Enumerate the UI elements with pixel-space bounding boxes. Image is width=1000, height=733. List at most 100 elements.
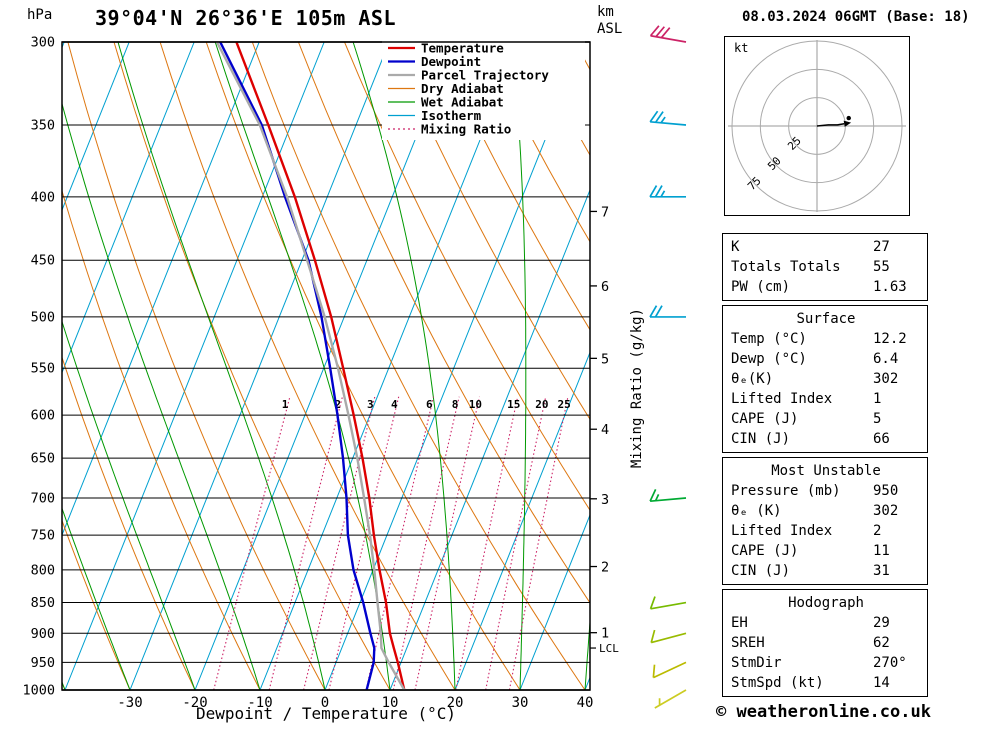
table-row-value: 302 <box>873 503 899 519</box>
mixing-ratio-value-label: 10 <box>469 398 482 411</box>
mixing-ratio-value-label: 2 <box>334 398 341 411</box>
temp-tick-label: -10 <box>247 695 272 711</box>
legend-label: Dewpoint <box>421 54 481 69</box>
table-row-label: StmSpd (kt) <box>731 675 824 691</box>
table-row-value: 270° <box>873 655 907 671</box>
mixing-ratio-value-label: 15 <box>507 398 520 411</box>
pressure-tick-label: 750 <box>31 528 55 544</box>
pressure-tick-label: 950 <box>31 655 55 671</box>
km-tick-label: 3 <box>601 492 609 508</box>
pressure-tick-label: 350 <box>31 117 55 133</box>
pressure-tick-label: 300 <box>31 35 55 51</box>
table-row: StmDir 270° <box>731 653 921 673</box>
table-row-label: SREH <box>731 635 765 651</box>
lcl-label: LCL <box>599 642 619 655</box>
hodo-trace <box>816 122 845 127</box>
data-table-hodograph: Hodograph EH 29 SREH 62 StmDir 270° StmSpd (kt)… <box>722 589 928 697</box>
asl-label: ASL <box>597 21 623 37</box>
table-row-label: Dewp (°C) <box>731 351 807 367</box>
table-row-value: 27 <box>873 239 890 255</box>
table-row-label: EH <box>731 615 748 631</box>
table-row-value: 29 <box>873 615 890 631</box>
pressure-tick-label: 550 <box>31 361 55 377</box>
table-row-value: 302 <box>873 371 899 387</box>
table-header: Surface <box>796 311 856 327</box>
wind-barb <box>650 120 687 126</box>
table-row: Dewp (°C) 6.4 <box>731 349 921 369</box>
table-row-value: 31 <box>873 563 890 579</box>
wind-barb <box>650 601 687 610</box>
hodo-ring <box>731 40 903 212</box>
legend-background <box>382 40 585 140</box>
mixing-ratio-value-label: 4 <box>391 398 398 411</box>
hodo-unit-label: kt <box>734 41 748 55</box>
table-row: CIN (J) 66 <box>731 429 921 449</box>
table-row: θₑ (K) 302 <box>731 501 921 521</box>
mixing-ratio-axis-label: Mixing Ratio (g/kg) <box>629 308 645 469</box>
hodo-point <box>846 115 851 121</box>
legend-label: Isotherm <box>421 108 482 123</box>
pressure-tick-label: 500 <box>31 309 55 325</box>
table-row-value: 1 <box>873 391 882 407</box>
pressure-tick-label: 1000 <box>22 683 55 699</box>
table-row-value: 950 <box>873 483 899 499</box>
run-datetime: 08.03.2024 06GMT (Base: 18) <box>742 9 970 25</box>
table-row-label: Totals Totals <box>731 259 841 275</box>
km-tick-label: 2 <box>601 560 609 576</box>
table-row-label: CAPE (J) <box>731 543 799 559</box>
x-axis-label: Dewpoint / Temperature (°C) <box>195 704 457 723</box>
table-row-label: θₑ (K) <box>731 503 782 519</box>
table-row-label: PW (cm) <box>731 279 791 295</box>
series-temperature <box>235 42 406 690</box>
plot-border <box>61 41 591 691</box>
table-row-value: 62 <box>873 635 890 651</box>
table-row-label: Temp (°C) <box>731 331 807 347</box>
skewt-chart: 1 2 3 4 6 8 10 15 20 2530035040045050055060065070… <box>22 25 687 711</box>
mixing-ratio-value-label: 8 <box>452 398 459 411</box>
table-row-label: CIN (J) <box>731 431 791 447</box>
pressure-tick-label: 900 <box>31 626 55 642</box>
pressure-tick-label: 650 <box>31 451 55 467</box>
pressure-tick-label: 400 <box>31 189 55 205</box>
table-header: Hodograph <box>788 595 864 611</box>
temp-tick-label: -30 <box>117 695 142 711</box>
data-table-most-unstable: Most Unstable Pressure (mb) 950 θₑ (K) 302 Li… <box>722 457 928 585</box>
km-tick-label: 5 <box>601 351 609 367</box>
table-row-value: 2 <box>873 523 882 539</box>
table-row: K 27 <box>731 237 921 257</box>
table-row-value: 14 <box>873 675 890 691</box>
series-dewpoint <box>219 42 376 690</box>
series-parcel-trajectory <box>215 42 406 690</box>
mixing-ratio-value-label: 25 <box>557 398 570 411</box>
legend-label: Mixing Ratio <box>421 122 511 137</box>
mixing-ratio-value-label: 1 <box>282 398 289 411</box>
table-row-label: K <box>731 239 740 255</box>
wind-barb <box>653 661 687 679</box>
table-row: Temp (°C) 12.2 <box>731 329 921 349</box>
table-row-value: 66 <box>873 431 890 447</box>
table-row-value: 11 <box>873 543 890 559</box>
pressure-tick-label: 450 <box>31 253 55 269</box>
table-row: CIN (J) 31 <box>731 561 921 581</box>
copyright: © weatheronline.co.uk <box>716 702 931 722</box>
table-header: Most Unstable <box>771 463 881 479</box>
temp-tick-label: -20 <box>182 695 207 711</box>
table-row: PW (cm) 1.63 <box>731 277 921 297</box>
table-row: Totals Totals 55 <box>731 257 921 277</box>
station-title: 39°04'N 26°36'E 105m ASL <box>95 6 396 30</box>
pressure-tick-label: 800 <box>31 562 55 578</box>
mixing-ratio-value-label: 3 <box>367 398 374 411</box>
table-row: StmSpd (kt) 14 <box>731 673 921 693</box>
hodo-trace-arrow <box>843 120 852 127</box>
legend-label: Wet Adiabat <box>421 95 504 110</box>
table-row-label: CAPE (J) <box>731 411 799 427</box>
table-row-value: 55 <box>873 259 890 275</box>
table-row: Lifted Index 2 <box>731 521 921 541</box>
table-row-label: CIN (J) <box>731 563 791 579</box>
hodo-ring <box>759 68 875 184</box>
table-row: SREH 62 <box>731 633 921 653</box>
table-row: CAPE (J) 5 <box>731 409 921 429</box>
pressure-tick-label: 600 <box>31 408 55 424</box>
table-row: θₑ(K) 302 <box>731 369 921 389</box>
